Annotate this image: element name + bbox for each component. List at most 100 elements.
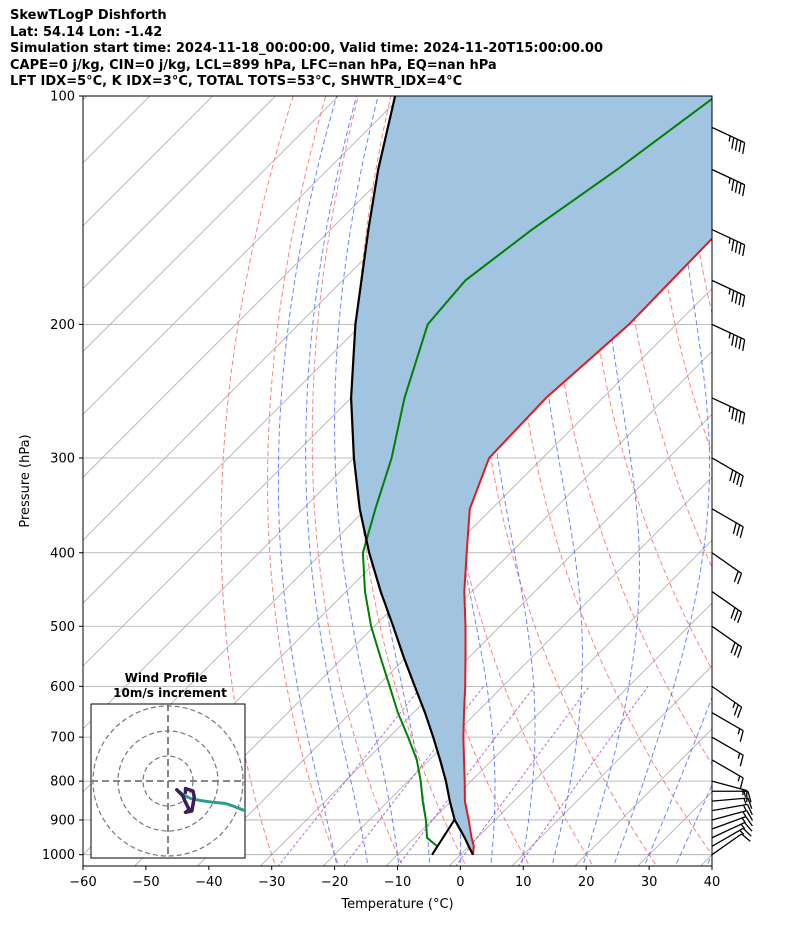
- barb-feather: [738, 140, 742, 153]
- moist-adiabat: [305, 96, 369, 866]
- moist-adiabat: [582, 96, 640, 866]
- dry-adiabat: [354, 96, 467, 866]
- barb-half-feather: [728, 177, 731, 184]
- dry-adiabat: [583, 96, 712, 671]
- barb-staff: [711, 816, 747, 830]
- wind-barb: [711, 797, 753, 809]
- barb-staff: [711, 821, 745, 839]
- wind-barb: [711, 816, 753, 830]
- moist-adiabat: [334, 96, 400, 866]
- barb-staff: [711, 508, 744, 528]
- y-tick-label: 500: [50, 620, 75, 635]
- wind-barb: [711, 810, 754, 821]
- barb-feather: [731, 239, 735, 252]
- wind-barb: [711, 833, 751, 856]
- barb-feather: [746, 810, 754, 821]
- barb-feather: [742, 184, 746, 197]
- barb-half-feather: [742, 804, 747, 811]
- mixing-ratio-line: [397, 686, 535, 866]
- wind-barb: [711, 759, 744, 790]
- wind-barb: [711, 229, 746, 257]
- isotherm-line: [83, 96, 88, 101]
- x-tick-label: −20: [321, 875, 348, 890]
- moist-adiabat: [674, 783, 712, 866]
- x-axis-label: Temperature (°C): [340, 897, 453, 912]
- barb-feather: [737, 646, 743, 658]
- cin-shaded-area: [351, 96, 712, 855]
- wind-barb: [711, 821, 753, 839]
- y-tick-label: 800: [50, 775, 75, 790]
- barb-feather: [730, 607, 736, 619]
- x-tick-label: −30: [258, 875, 285, 890]
- temperature-line: [462, 237, 712, 855]
- wind-barb: [711, 397, 746, 425]
- moist-adiabat: [277, 96, 338, 866]
- barb-staff: [711, 797, 748, 802]
- dry-adiabat: [220, 96, 294, 866]
- wind-barb: [711, 323, 746, 351]
- isotherm-line: [83, 96, 465, 478]
- isotherm-line: [196, 350, 712, 866]
- isotherm-line: [385, 539, 712, 866]
- isotherm-line: [259, 413, 712, 866]
- barb-feather: [734, 336, 739, 348]
- barb-half-feather: [740, 823, 746, 830]
- isotherm-line: [83, 96, 340, 353]
- moist-adiabat: [706, 853, 712, 866]
- barb-feather: [742, 142, 746, 154]
- parcel-dewpoint-segment: [431, 819, 456, 856]
- stability-line: CAPE=0 j/kg, CIN=0 j/kg, LCL=899 hPa, LF…: [10, 57, 497, 73]
- barb-feather: [742, 295, 746, 307]
- barb-half-feather: [743, 798, 747, 804]
- wind-barb: [711, 279, 746, 307]
- chart-title: SkewTLogP Dishforth: [10, 8, 167, 23]
- wind-barb: [711, 508, 744, 538]
- barb-feather: [729, 469, 734, 482]
- wind-barb: [711, 457, 744, 488]
- barb-staff: [711, 736, 744, 756]
- barb-staff: [711, 712, 744, 732]
- isotherm-line: [133, 287, 712, 866]
- y-tick-label: 600: [50, 680, 75, 695]
- barb-feather: [744, 822, 753, 832]
- barb-half-feather: [743, 791, 747, 797]
- barb-staff: [711, 168, 745, 186]
- barb-staff: [711, 591, 742, 613]
- barb-feather: [746, 804, 753, 816]
- wind-barb: [711, 685, 743, 718]
- barb-feather: [732, 522, 737, 534]
- isotherm-line: [448, 602, 712, 866]
- barb-feather: [742, 244, 746, 257]
- dry-adiabat: [548, 96, 712, 766]
- barb-feather: [738, 182, 742, 195]
- barb-staff: [711, 803, 748, 812]
- barb-feather: [731, 290, 735, 302]
- wind-barb: [711, 552, 743, 585]
- barb-feather: [739, 777, 744, 790]
- barb-half-feather: [732, 702, 736, 709]
- x-tick-label: −10: [384, 875, 411, 890]
- wind-barb: [711, 591, 743, 624]
- barb-half-feather: [742, 811, 747, 817]
- barb-feather: [737, 611, 743, 624]
- y-tick-label: 200: [50, 318, 75, 333]
- hodograph-inset: Wind Profile 10m/s increment: [90, 671, 246, 859]
- isotherm-line: [83, 96, 277, 290]
- isotherm-line: [574, 728, 712, 866]
- barb-staff: [711, 397, 745, 414]
- dry-adiabat: [780, 79, 794, 871]
- barb-feather: [732, 471, 737, 484]
- barb-feather: [742, 339, 746, 351]
- inset-plot: [91, 704, 245, 858]
- barb-feather: [741, 833, 751, 842]
- barb-half-feather: [739, 829, 745, 835]
- wind-barb: [712, 790, 752, 803]
- mixing-ratio-line: [343, 686, 485, 866]
- barb-staff: [711, 827, 744, 847]
- barb-staff: [711, 810, 747, 821]
- dry-adiabat: [617, 96, 712, 569]
- barb-feather: [730, 642, 736, 654]
- dry-adiabat: [748, 79, 794, 871]
- dewpoint-line: [361, 97, 712, 856]
